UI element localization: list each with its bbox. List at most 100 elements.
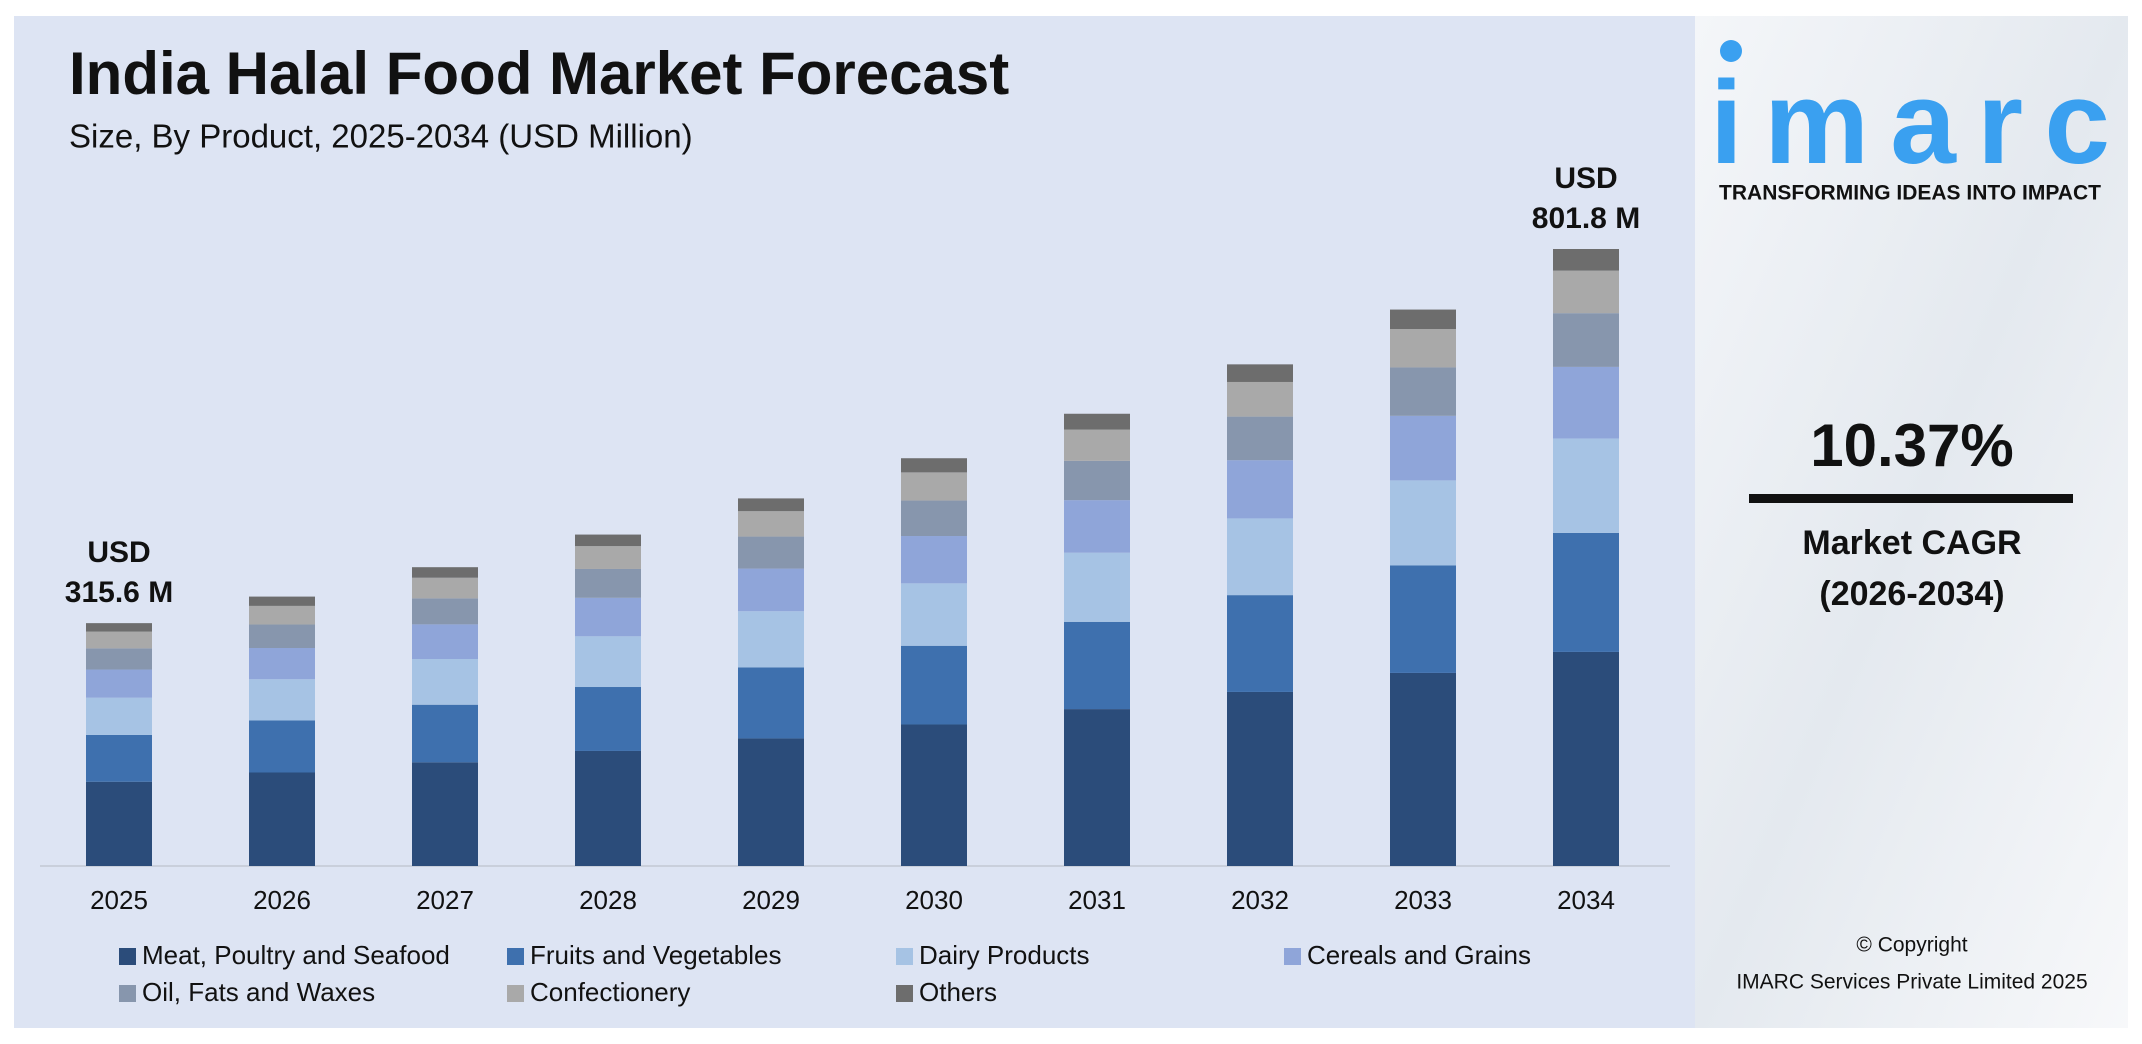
total-label: USD 801.8 M	[1531, 162, 1641, 235]
bar-segment	[1064, 500, 1130, 553]
bar-segment	[738, 738, 804, 866]
bar-segment	[86, 781, 152, 866]
tagline: TRANSFORMING IDEAS INTO IMPACT	[1719, 182, 2101, 205]
bar-segment	[575, 636, 641, 688]
bar-segment	[901, 500, 967, 537]
bar-segment	[412, 598, 478, 625]
legend-swatch	[507, 985, 524, 1002]
legend-label: Fruits and Vegetables	[530, 940, 782, 970]
bar-segment	[901, 472, 967, 501]
x-tick-label: 2032	[1231, 885, 1289, 915]
bar-segment	[1390, 309, 1456, 330]
bar-segment	[575, 750, 641, 866]
bar-segment	[249, 596, 315, 606]
side-background	[1695, 16, 2128, 1028]
bar-segment	[412, 704, 478, 763]
bar-segment	[1064, 552, 1130, 622]
x-tick-label: 2025	[90, 885, 148, 915]
legend-label: Oil, Fats and Waxes	[142, 977, 375, 1007]
bar-segment	[575, 597, 641, 637]
bar-segment	[1553, 651, 1619, 866]
x-tick-label: 2031	[1068, 885, 1126, 915]
bar-segment	[1227, 381, 1293, 417]
bar-segment	[1390, 480, 1456, 566]
legend-swatch	[896, 985, 913, 1002]
bar-segment	[1553, 313, 1619, 367]
bar-segment	[249, 605, 315, 625]
x-tick-label: 2027	[416, 885, 474, 915]
bar-segment	[1064, 709, 1130, 866]
bar-segment	[412, 577, 478, 599]
bar-segment	[1064, 460, 1130, 501]
x-tick-label: 2030	[905, 885, 963, 915]
bar-segment	[738, 536, 804, 569]
bar-segment	[575, 568, 641, 598]
bar-segment	[1553, 249, 1619, 271]
bar-segment	[249, 647, 315, 680]
bar-segment	[738, 667, 804, 739]
bar-segment	[412, 762, 478, 866]
bar-segment	[1227, 518, 1293, 596]
bar-segment	[1390, 565, 1456, 673]
bar-segment	[249, 679, 315, 721]
logo: imarc	[1710, 57, 2110, 189]
chart-subtitle: Size, By Product, 2025-2034 (USD Million…	[69, 118, 693, 155]
legend-label: Confectionery	[530, 977, 690, 1007]
x-tick-label: 2034	[1557, 885, 1615, 915]
bar-segment	[1227, 364, 1293, 382]
bar-segment	[1064, 621, 1130, 710]
bar-segment	[1064, 413, 1130, 430]
bar-segment	[86, 631, 152, 649]
bar-segment	[86, 734, 152, 782]
legend-swatch	[119, 985, 136, 1002]
bar-segment	[1553, 532, 1619, 652]
legend-swatch	[896, 948, 913, 965]
bar-segment	[412, 624, 478, 659]
bar-segment	[1227, 595, 1293, 692]
bar-segment	[249, 720, 315, 773]
copyright: © Copyright	[1856, 934, 1967, 957]
bar-segment	[249, 772, 315, 866]
bar-segment	[1390, 367, 1456, 416]
bar-segment	[738, 611, 804, 668]
bar-segment	[901, 458, 967, 473]
bar-segment	[575, 546, 641, 569]
bar-segment	[1227, 460, 1293, 519]
legend-label: Meat, Poultry and Seafood	[142, 940, 450, 970]
bar-segment	[1064, 429, 1130, 461]
bar-segment	[1553, 366, 1619, 439]
legend-label: Cereals and Grains	[1307, 940, 1531, 970]
chart-title: India Halal Food Market Forecast	[69, 40, 1009, 107]
legend-label: Others	[919, 977, 997, 1007]
bar-segment	[1553, 270, 1619, 314]
bar-segment	[901, 536, 967, 584]
x-tick-label: 2026	[253, 885, 311, 915]
bar-segment	[412, 567, 478, 578]
bar-segment	[1227, 691, 1293, 866]
bar-segment	[738, 511, 804, 537]
bar-segment	[1390, 329, 1456, 368]
bar-segment	[1553, 438, 1619, 533]
cagr-period: (2026-2034)	[1819, 575, 2004, 613]
bar-segment	[1227, 416, 1293, 461]
bar-segment	[86, 697, 152, 735]
bar-segment	[575, 534, 641, 547]
x-tick-label: 2033	[1394, 885, 1452, 915]
bar-segment	[1390, 672, 1456, 866]
bar-segment	[249, 624, 315, 648]
bar-segment	[1390, 415, 1456, 481]
company: IMARC Services Private Limited 2025	[1736, 971, 2087, 994]
bar-segment	[86, 648, 152, 670]
legend-label: Dairy Products	[919, 940, 1090, 970]
legend-swatch	[119, 948, 136, 965]
bar-segment	[86, 669, 152, 698]
bar-segment	[901, 645, 967, 725]
cagr-label: Market CAGR	[1802, 524, 2021, 562]
cagr-value: 10.37%	[1810, 412, 2014, 479]
legend-swatch	[1284, 948, 1301, 965]
x-tick-label: 2028	[579, 885, 637, 915]
x-tick-label: 2029	[742, 885, 800, 915]
total-label: USD 315.6 M	[64, 536, 174, 610]
cagr-rule	[1749, 494, 2073, 503]
bar-segment	[738, 568, 804, 612]
